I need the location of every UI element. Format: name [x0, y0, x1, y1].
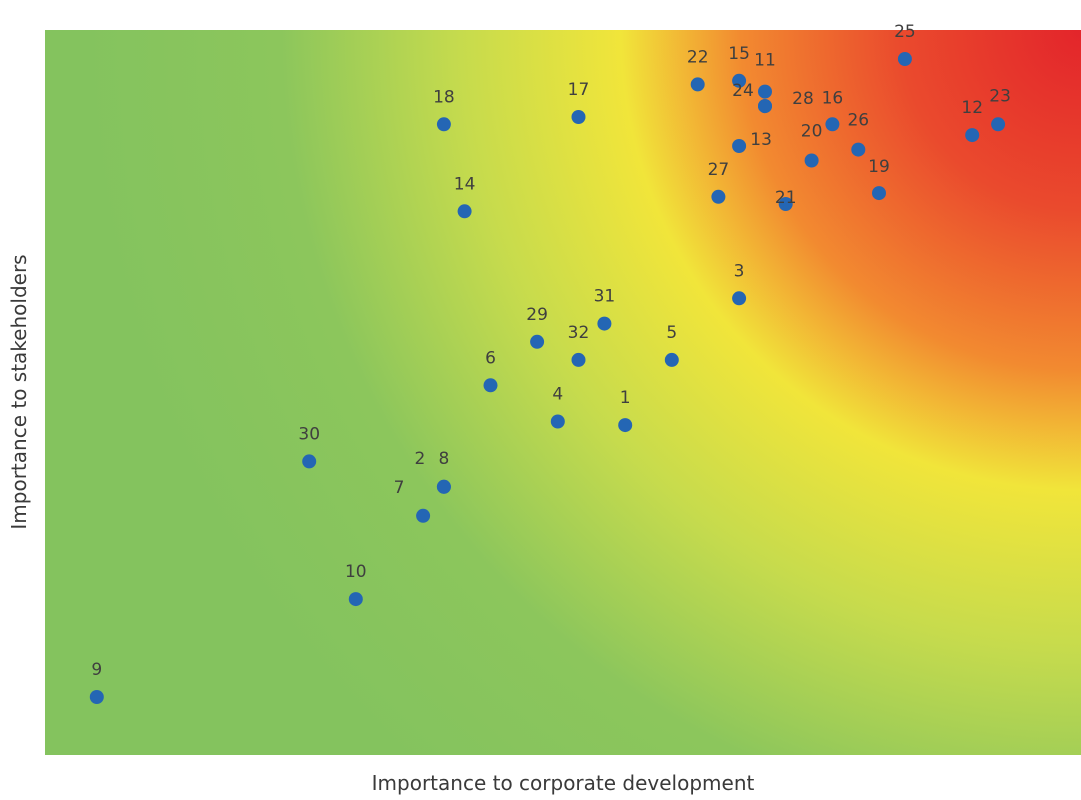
data-label-14: 14 [454, 174, 476, 194]
data-point-16 [825, 117, 840, 132]
data-label-27: 27 [708, 160, 730, 180]
data-label-11: 11 [754, 51, 776, 71]
data-label-5: 5 [666, 323, 677, 343]
data-point-10 [348, 592, 363, 607]
data-label-29: 29 [526, 305, 548, 325]
data-label-22: 22 [687, 47, 709, 67]
data-point-28 [758, 99, 772, 114]
data-point-22 [690, 77, 705, 92]
data-label-31: 31 [594, 287, 616, 307]
data-label-15: 15 [728, 44, 750, 64]
data-point-7 [416, 508, 431, 523]
data-point-15 [732, 73, 747, 88]
data-point-14 [457, 204, 472, 219]
data-label-20: 20 [801, 122, 823, 142]
data-point-3 [732, 291, 747, 306]
data-label-24: 24 [732, 81, 754, 101]
data-label-1: 1 [620, 388, 631, 408]
data-point-30 [302, 454, 317, 469]
data-point-1 [618, 418, 633, 433]
data-label-3: 3 [734, 261, 745, 281]
data-point-17 [571, 110, 586, 124]
data-label-8: 8 [438, 449, 449, 469]
data-point-32 [571, 352, 586, 367]
data-label-16: 16 [822, 88, 844, 108]
data-label-32: 32 [568, 323, 590, 343]
data-label-4: 4 [552, 385, 563, 405]
data-point-20 [804, 153, 819, 168]
data-point-11 [758, 84, 772, 99]
x-axis-title: Importance to corporate development [372, 771, 755, 795]
data-label-28: 28 [792, 89, 814, 109]
data-point-29 [530, 334, 545, 349]
data-points: 1234567891011121314151617181920212223242… [89, 22, 1011, 704]
data-point-4 [550, 414, 565, 429]
data-label-10: 10 [345, 562, 367, 582]
data-label-18: 18 [433, 87, 455, 107]
data-point-8 [436, 479, 451, 494]
data-point-27 [711, 189, 726, 204]
data-label-17: 17 [568, 80, 590, 100]
data-point-31 [597, 316, 612, 331]
data-point-26 [851, 142, 866, 157]
data-label-26: 26 [847, 111, 869, 131]
data-label-2: 2 [414, 449, 425, 469]
data-label-13: 13 [750, 130, 772, 150]
data-label-6: 6 [485, 348, 496, 368]
data-point-9 [89, 690, 104, 704]
data-label-25: 25 [894, 22, 916, 42]
data-point-21 [778, 197, 793, 211]
data-point-25 [897, 52, 912, 66]
y-axis-title: Importance to stakeholders [7, 254, 31, 529]
data-label-23: 23 [989, 86, 1011, 106]
data-point-13 [732, 139, 747, 153]
data-point-23 [991, 117, 1006, 132]
data-point-18 [436, 117, 451, 132]
plot-background [45, 30, 1081, 755]
data-label-30: 30 [298, 424, 320, 444]
data-point-6 [483, 378, 498, 393]
data-point-12 [965, 128, 980, 143]
data-label-9: 9 [91, 660, 102, 680]
data-label-19: 19 [868, 157, 890, 177]
data-point-19 [872, 186, 886, 201]
data-label-21: 21 [775, 188, 797, 208]
data-label-7: 7 [394, 478, 405, 498]
data-point-5 [664, 352, 679, 367]
data-label-12: 12 [961, 98, 983, 118]
